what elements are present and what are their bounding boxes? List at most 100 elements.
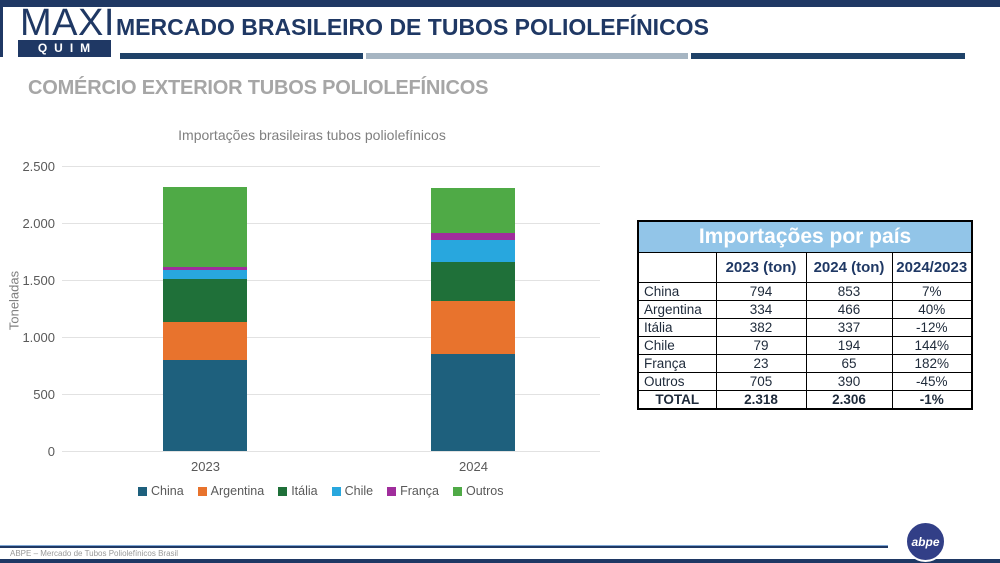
chart-legend: China Argentina Itália Chile França Outros bbox=[138, 484, 504, 498]
imports-by-country-table: Importações por país 2023 (ton) 2024 (ton)… bbox=[637, 220, 974, 410]
footer-source-text: ABPE – Mercado de Tubos Poliolefínicos B… bbox=[10, 549, 179, 558]
y-axis-tick-label: 2.500 bbox=[22, 159, 55, 174]
table-row: Itália 382 337 -12% bbox=[637, 318, 973, 337]
table-row-label: França bbox=[637, 354, 717, 373]
divider-segment-dark-right bbox=[691, 53, 965, 59]
legend-item-itália: Itália bbox=[278, 484, 318, 498]
y-axis-tick-label: 1.500 bbox=[22, 273, 55, 288]
y-axis-tick-label: 500 bbox=[33, 387, 55, 402]
gridline bbox=[62, 394, 600, 395]
legend-swatch bbox=[278, 486, 288, 496]
legend-swatch bbox=[453, 486, 462, 496]
table-cell: 40% bbox=[891, 300, 973, 319]
table-header-cell bbox=[637, 252, 717, 283]
legend-item-frança: França bbox=[387, 484, 439, 498]
table-cell: 2.318 bbox=[715, 390, 807, 410]
bar-segment-argentina-2023 bbox=[163, 322, 247, 361]
table-title: Importações por país bbox=[637, 220, 973, 253]
x-axis-tick-label: 2023 bbox=[191, 459, 220, 474]
table-header-row: 2023 (ton) 2024 (ton) 2024/2023 bbox=[637, 252, 973, 283]
table-cell: -45% bbox=[891, 372, 973, 391]
table-cell: 390 bbox=[805, 372, 893, 391]
table-row-label: Outros bbox=[637, 372, 717, 391]
table-header-cell: 2023 (ton) bbox=[715, 252, 807, 283]
gridline bbox=[62, 223, 600, 224]
table-row: Argentina 334 466 40% bbox=[637, 300, 973, 319]
bar-segment-china-2023 bbox=[163, 360, 247, 451]
footer-divider-line bbox=[0, 545, 888, 548]
table-row: Chile 79 194 144% bbox=[637, 336, 973, 355]
table-cell: 182% bbox=[891, 354, 973, 373]
table-cell: 144% bbox=[891, 336, 973, 355]
legend-swatch bbox=[387, 486, 397, 496]
legend-label: Itália bbox=[291, 484, 318, 498]
table-row-label: Argentina bbox=[637, 300, 717, 319]
gridline bbox=[62, 166, 600, 167]
table-row: Outros 705 390 -45% bbox=[637, 372, 973, 391]
y-axis-tick-label: 2.000 bbox=[22, 216, 55, 231]
legend-item-argentina: Argentina bbox=[197, 484, 265, 498]
bar-segment-frança-2023 bbox=[163, 267, 247, 270]
bar-segment-outros-2024 bbox=[431, 188, 515, 233]
table-cell: 334 bbox=[715, 300, 807, 319]
chart-title: Importações brasileiras tubos poliolefín… bbox=[178, 127, 446, 143]
legend-swatch bbox=[197, 486, 207, 496]
table-cell: 2.306 bbox=[805, 390, 893, 410]
table-row: França 23 65 182% bbox=[637, 354, 973, 373]
bar-segment-itália-2024 bbox=[431, 262, 515, 301]
table-cell: 79 bbox=[715, 336, 807, 355]
left-accent-strip bbox=[0, 0, 3, 57]
legend-item-china: China bbox=[138, 484, 184, 498]
table-cell: 382 bbox=[715, 318, 807, 337]
table-header-cell: 2024/2023 bbox=[891, 252, 973, 283]
table-row: China 794 853 7% bbox=[637, 282, 973, 301]
legend-swatch bbox=[331, 486, 341, 496]
legend-label: Chile bbox=[344, 484, 374, 498]
maxiquim-logo-quim: QUIM bbox=[18, 40, 111, 57]
table-cell: -12% bbox=[891, 318, 973, 337]
bar-segment-argentina-2024 bbox=[431, 300, 515, 354]
imports-table-container: Importações por país 2023 (ton) 2024 (ton)… bbox=[637, 220, 974, 410]
legend-label: França bbox=[400, 484, 439, 498]
bottom-accent-bar bbox=[0, 559, 1000, 563]
table-cell: 7% bbox=[891, 282, 973, 301]
y-axis-tick-label: 1.000 bbox=[22, 330, 55, 345]
top-accent-bar bbox=[0, 0, 1000, 7]
legend-item-chile: Chile bbox=[331, 484, 374, 498]
table-cell: -1% bbox=[891, 390, 973, 410]
table-cell: 194 bbox=[805, 336, 893, 355]
table-cell: 23 bbox=[715, 354, 807, 373]
bar-segment-itália-2023 bbox=[163, 278, 247, 323]
legend-label: Outros bbox=[466, 484, 504, 498]
table-row: TOTAL 2.318 2.306 -1% bbox=[637, 390, 973, 410]
bar-segment-china-2024 bbox=[431, 353, 515, 451]
y-axis-tick-label: 0 bbox=[47, 444, 55, 459]
table-row-label: TOTAL bbox=[637, 390, 717, 410]
table-cell: 337 bbox=[805, 318, 893, 337]
legend-label: China bbox=[151, 484, 184, 498]
table-header-cell: 2024 (ton) bbox=[805, 252, 893, 283]
bar-segment-chile-2024 bbox=[431, 240, 515, 263]
table-row-label: China bbox=[637, 282, 717, 301]
table-cell: 794 bbox=[715, 282, 807, 301]
table-row-label: Chile bbox=[637, 336, 717, 355]
abpe-logo: abpe bbox=[905, 521, 946, 562]
gridline bbox=[62, 451, 600, 452]
legend-item-outros: Outros bbox=[453, 484, 504, 498]
table-row-label: Itália bbox=[637, 318, 717, 337]
bar-segment-chile-2023 bbox=[163, 269, 247, 279]
page-title: MERCADO BRASILEIRO DE TUBOS POLIOLEFÍNIC… bbox=[116, 14, 709, 40]
gridline bbox=[62, 280, 600, 281]
section-title: COMÉRCIO EXTERIOR TUBOS POLIOLEFÍNICOS bbox=[28, 77, 489, 99]
bar-segment-outros-2023 bbox=[163, 186, 247, 268]
maxiquim-logo-maxi: MAXI bbox=[20, 2, 115, 44]
legend-label: Argentina bbox=[210, 484, 265, 498]
table-cell: 705 bbox=[715, 372, 807, 391]
divider-segment-light bbox=[366, 53, 688, 59]
bar-segment-frança-2024 bbox=[431, 232, 515, 241]
divider-segment-dark-left bbox=[120, 53, 363, 59]
gridline bbox=[62, 337, 600, 338]
x-axis-tick-label: 2024 bbox=[459, 459, 488, 474]
legend-swatch bbox=[138, 486, 147, 496]
